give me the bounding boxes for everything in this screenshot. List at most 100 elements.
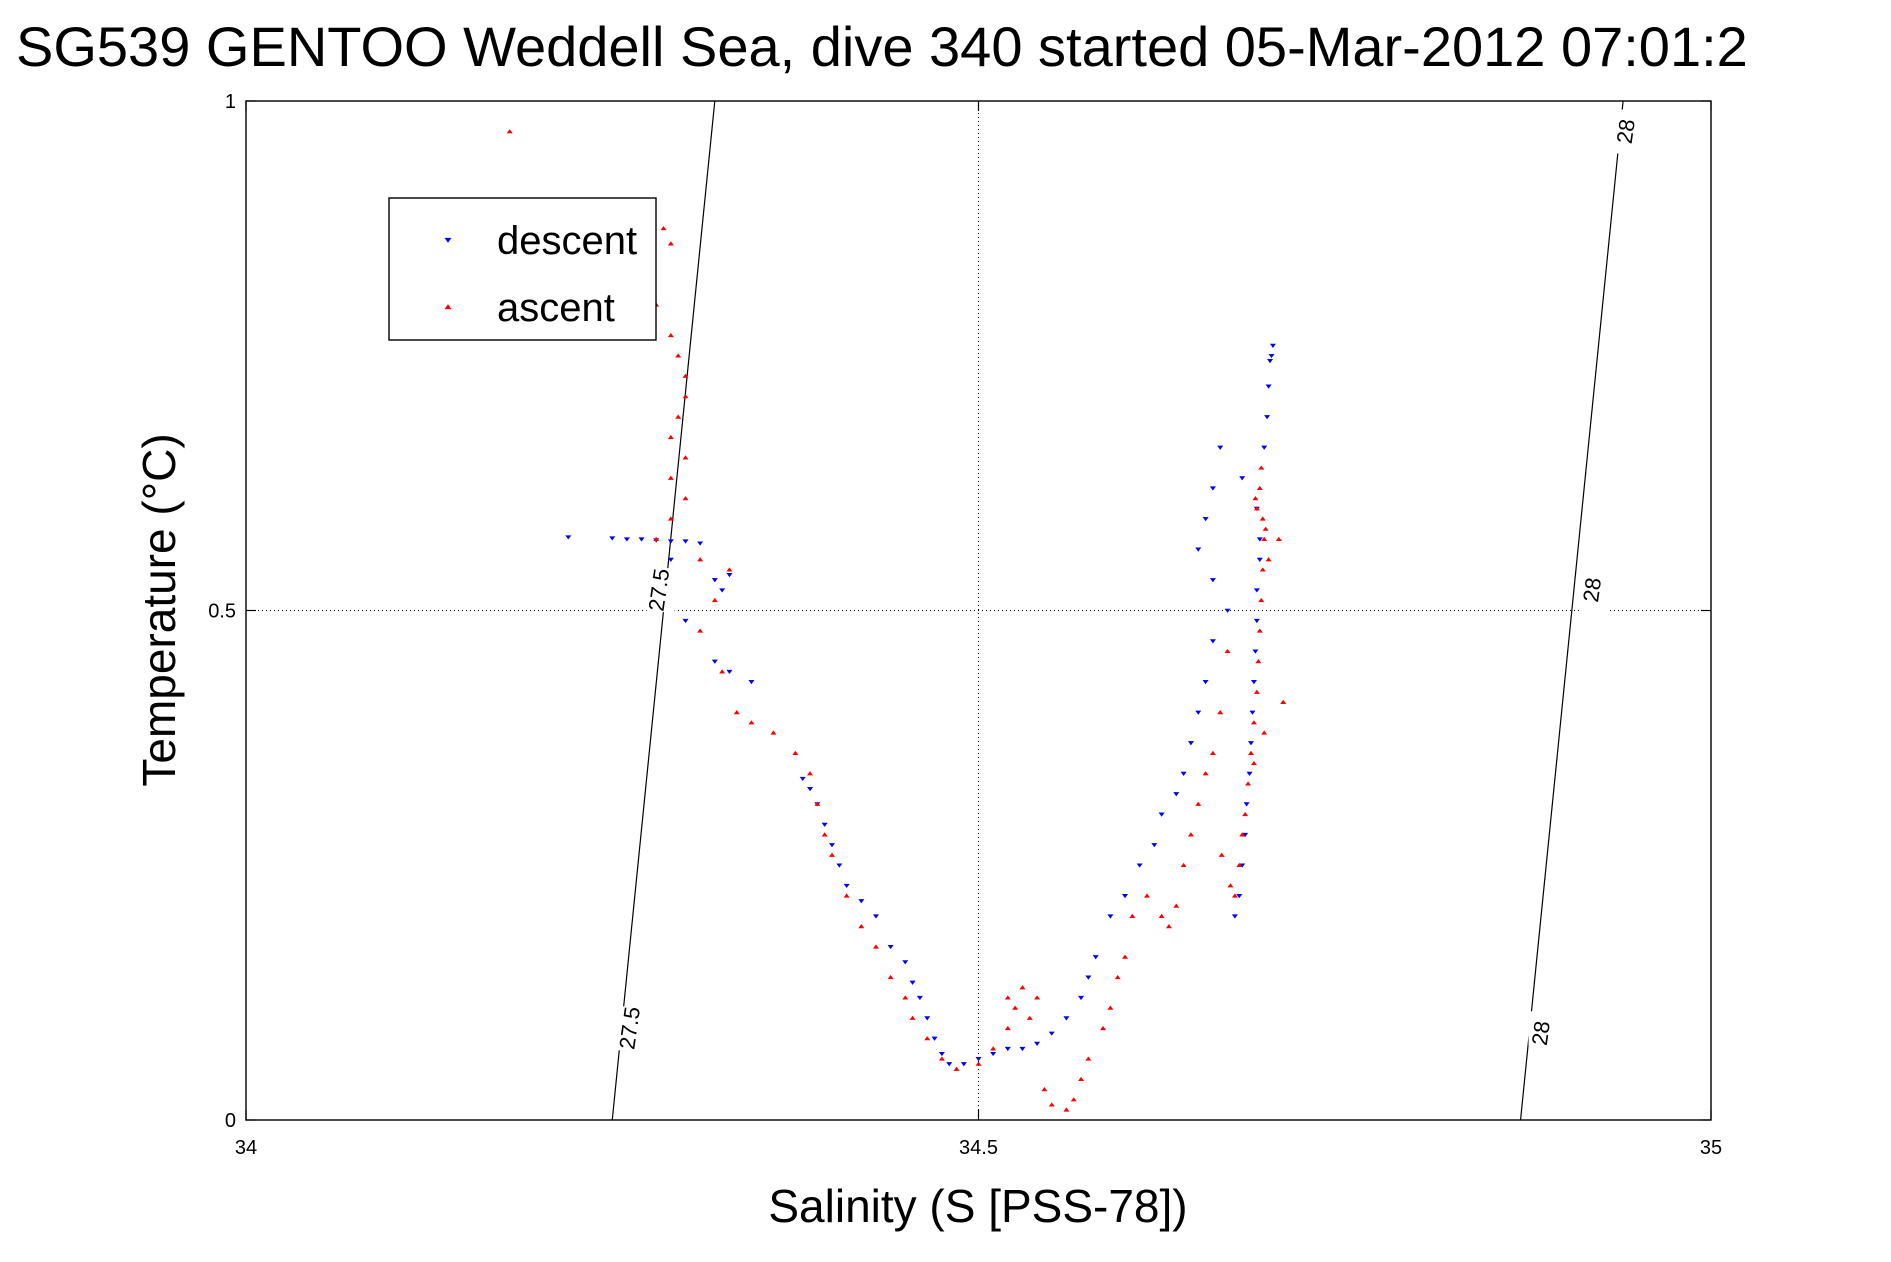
descent-point: [1092, 955, 1099, 960]
descent-point: [682, 539, 689, 544]
ascent-point: [1218, 852, 1225, 857]
ascent-point: [1253, 506, 1260, 511]
descent-point: [565, 535, 572, 540]
descent-point: [1261, 445, 1268, 450]
ascent-point: [506, 129, 513, 134]
ascent-point: [1129, 913, 1136, 918]
descent-point: [1267, 359, 1274, 364]
descent-point: [1209, 639, 1216, 644]
descent-point: [1173, 792, 1180, 797]
ascent-point: [1041, 1087, 1048, 1092]
descent-point: [990, 1051, 997, 1057]
ascent-point: [1236, 862, 1243, 868]
descent-point: [858, 899, 865, 904]
ascent-point: [667, 332, 674, 338]
ascent-point: [1247, 750, 1254, 755]
ascent-point: [1258, 597, 1265, 603]
ascent-point: [953, 1066, 960, 1071]
ascent-point: [675, 353, 682, 358]
ascent-point: [814, 801, 821, 806]
descent-point: [872, 914, 879, 919]
x-tick-label: 34.5: [959, 1137, 998, 1159]
ascent-point: [1158, 913, 1165, 918]
descent-point: [1253, 588, 1260, 593]
ascent-point: [1114, 974, 1121, 980]
ascent-point: [1275, 536, 1282, 541]
ascent-point: [748, 720, 755, 725]
descent-point: [1209, 486, 1216, 491]
ascent-point: [1252, 496, 1259, 501]
ascent-point: [770, 730, 777, 735]
legend: descent ascent: [388, 197, 657, 341]
descent-point: [667, 557, 674, 562]
descent-point: [1195, 547, 1202, 552]
ascent-point: [1255, 659, 1262, 664]
ascent-point: [1019, 985, 1026, 990]
isopycnal-label: 28: [1578, 576, 1606, 604]
ascent-point: [1034, 995, 1041, 1000]
descent-point: [843, 883, 850, 889]
descent-point: [1195, 710, 1202, 715]
ascent-point: [1180, 862, 1187, 868]
descent-point: [909, 980, 916, 985]
ascent-point: [660, 225, 667, 231]
isopycnal-label: 27.5: [614, 1005, 645, 1051]
descent-point: [887, 944, 894, 950]
legend-label-ascent: ascent: [497, 286, 615, 330]
descent-point: [1202, 516, 1209, 522]
descent-point: [1151, 843, 1158, 848]
descent-point: [1256, 537, 1263, 542]
descent-point: [1239, 476, 1246, 481]
isopycnal-label-bg: [1579, 568, 1608, 613]
ascent-point: [829, 852, 835, 857]
ascent-point: [1256, 485, 1263, 491]
ascent-point: [858, 923, 865, 929]
y-tick-label: 1: [225, 91, 236, 113]
ascent-point: [667, 475, 674, 480]
legend-marker-ascent: [444, 304, 452, 310]
descent-point: [726, 573, 733, 578]
ascent-point: [1280, 699, 1287, 705]
descent-point: [682, 618, 689, 624]
ascent-point: [1253, 689, 1260, 694]
isopycnal-label: 28: [1612, 117, 1640, 145]
descent-point: [1264, 415, 1271, 420]
isopycnal-label-bg: [617, 1006, 646, 1051]
ascent-point: [1242, 811, 1249, 817]
descent-point: [1269, 343, 1276, 348]
descent-point: [1265, 384, 1272, 389]
descent-point: [623, 537, 630, 542]
descent-point: [924, 1016, 931, 1021]
descent-point: [667, 539, 674, 544]
ascent-point: [682, 373, 689, 378]
ascent-point: [1063, 1107, 1070, 1112]
descent-point: [1122, 894, 1128, 899]
ascent-point: [675, 414, 682, 419]
ascent-point: [1261, 536, 1268, 541]
ascent-point: [1259, 516, 1266, 521]
ascent-point: [1209, 750, 1216, 755]
descent-point: [1202, 680, 1209, 685]
descent-point: [719, 588, 726, 593]
ascent-point: [667, 241, 674, 246]
ascent-point: [1195, 801, 1202, 806]
ascent-point: [1100, 1025, 1107, 1031]
descent-point: [1236, 894, 1243, 899]
descent-point: [609, 536, 616, 541]
descent-point: [711, 659, 718, 664]
ascent-point: [902, 995, 909, 1000]
ascent-point: [975, 1061, 982, 1066]
ascent-point: [697, 628, 704, 633]
descent-point: [1004, 1046, 1011, 1052]
ascent-point: [726, 567, 733, 572]
ascent-point: [1143, 893, 1150, 898]
legend-marker-descent: [444, 237, 452, 243]
descent-point: [1256, 557, 1263, 562]
descent-point: [821, 822, 828, 827]
ascent-point: [1239, 832, 1246, 837]
ascent-point: [1217, 710, 1224, 715]
series-descent: [565, 343, 1276, 1067]
descent-point: [1019, 1046, 1026, 1052]
ascent-point: [1227, 883, 1234, 888]
descent-point: [938, 1051, 945, 1057]
